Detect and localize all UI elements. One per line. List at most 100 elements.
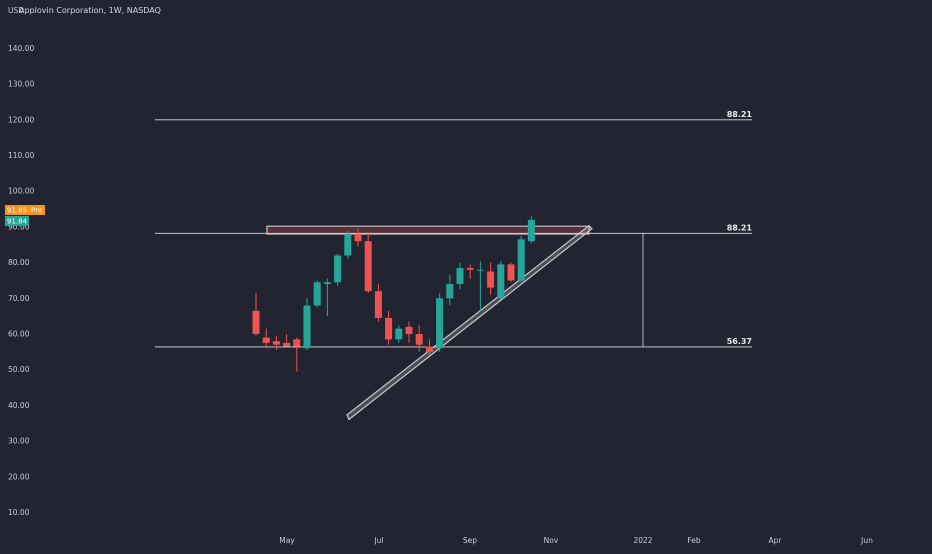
y-tick-label: 40.00 [8,401,30,410]
candle [497,260,505,301]
candle [344,230,352,260]
candle [272,335,280,351]
y-axis: 140.00 130.00 120.00 110.00 100.00 90.00 80.00… [8,44,34,517]
chart-title: Applovin Corporation, 1W, NASDAQ [19,6,161,15]
candle [293,337,301,372]
candle-body [293,339,301,347]
candle [313,280,321,308]
resistance-band [266,225,590,235]
candle-body [272,341,280,345]
candle [425,339,433,356]
trendline [346,224,593,421]
candle [252,292,260,336]
candle-body [507,264,515,281]
candle [262,328,270,349]
level-label: 88.21 [727,110,753,119]
candle [415,325,423,352]
candle-body [364,241,372,292]
candle [323,278,331,317]
x-tick-label: Jul [373,536,383,545]
price-tag-last: 91.84 [5,216,29,226]
candles [252,216,535,372]
candle [303,298,311,351]
candle-body [517,239,525,281]
price-tag-pre: 91.85 Pre [5,205,45,215]
candle [334,253,342,286]
price-tag-pre-value: 91.85 [7,207,27,215]
price-tag-pre-label-bg [29,205,45,215]
candle-body [466,267,474,270]
candle [527,216,535,243]
candle [364,232,372,293]
candle-body [476,269,484,271]
x-tick-label: Nov [544,536,559,545]
candle-body [405,326,413,334]
candle-body [415,334,423,345]
candle [507,262,515,283]
candle [354,228,362,247]
y-tick-label: 50.00 [8,365,30,374]
y-tick-label: 20.00 [8,472,30,481]
currency-label: USD [8,6,24,15]
candle [456,262,464,290]
y-tick-label: 60.00 [8,330,30,339]
x-tick-label: 2022 [633,536,652,545]
level-label: 88.21 [727,223,753,232]
y-tick-label: 100.00 [8,187,34,196]
candle-body [252,310,260,334]
candle-body [374,291,382,318]
price-tag-pre-bg [5,205,29,215]
candle-body [313,282,321,306]
x-tick-label: Feb [687,536,701,545]
candle-body [395,328,403,340]
x-tick-label: Sep [463,536,477,545]
candle-body [446,284,454,299]
price-tag-pre-label: Pre [31,207,42,215]
candle-body [385,317,393,340]
candle [517,235,525,283]
y-tick-label: 80.00 [8,258,30,267]
candle-body [283,342,291,347]
horizontal-levels: 88.21 88.21 56.37 [155,110,753,348]
candle-body [354,234,362,242]
candle-body [527,219,535,242]
candle-body [303,305,311,349]
x-tick-label: May [279,536,295,545]
candle-body [497,264,505,299]
x-tick-label: Apr [769,536,783,545]
candle [395,325,403,343]
candle [466,264,474,279]
candle-body [487,271,495,288]
y-tick-label: 10.00 [8,508,30,517]
candle-body [425,346,433,352]
x-axis: May Jul Sep Nov 2022 Feb Apr Jun [279,536,873,545]
y-tick-label: 70.00 [8,294,30,303]
candle [374,284,382,322]
level-label: 56.37 [727,337,752,346]
price-tag-last-value: 91.84 [7,218,28,226]
y-tick-label: 110.00 [8,151,34,160]
price-tag-last-bg [5,216,29,226]
candle-body [344,234,352,256]
drawings [266,224,593,421]
candle [405,321,413,343]
candle-body [334,255,342,283]
y-tick-label: 130.00 [8,80,34,89]
y-tick-label: 90.00 [8,222,30,231]
candle [487,262,495,295]
candle-body [436,298,444,349]
candle [385,310,393,345]
y-tick-label: 120.00 [8,115,34,124]
x-tick-label: Jun [860,536,873,545]
candle [436,292,444,352]
y-tick-label: 140.00 [8,44,34,53]
candle-body [262,337,270,343]
candle [446,275,454,306]
candle-body [456,267,464,285]
y-tick-label: 30.00 [8,437,30,446]
candle [476,260,484,311]
candle-body [323,282,331,285]
candle [283,334,291,347]
